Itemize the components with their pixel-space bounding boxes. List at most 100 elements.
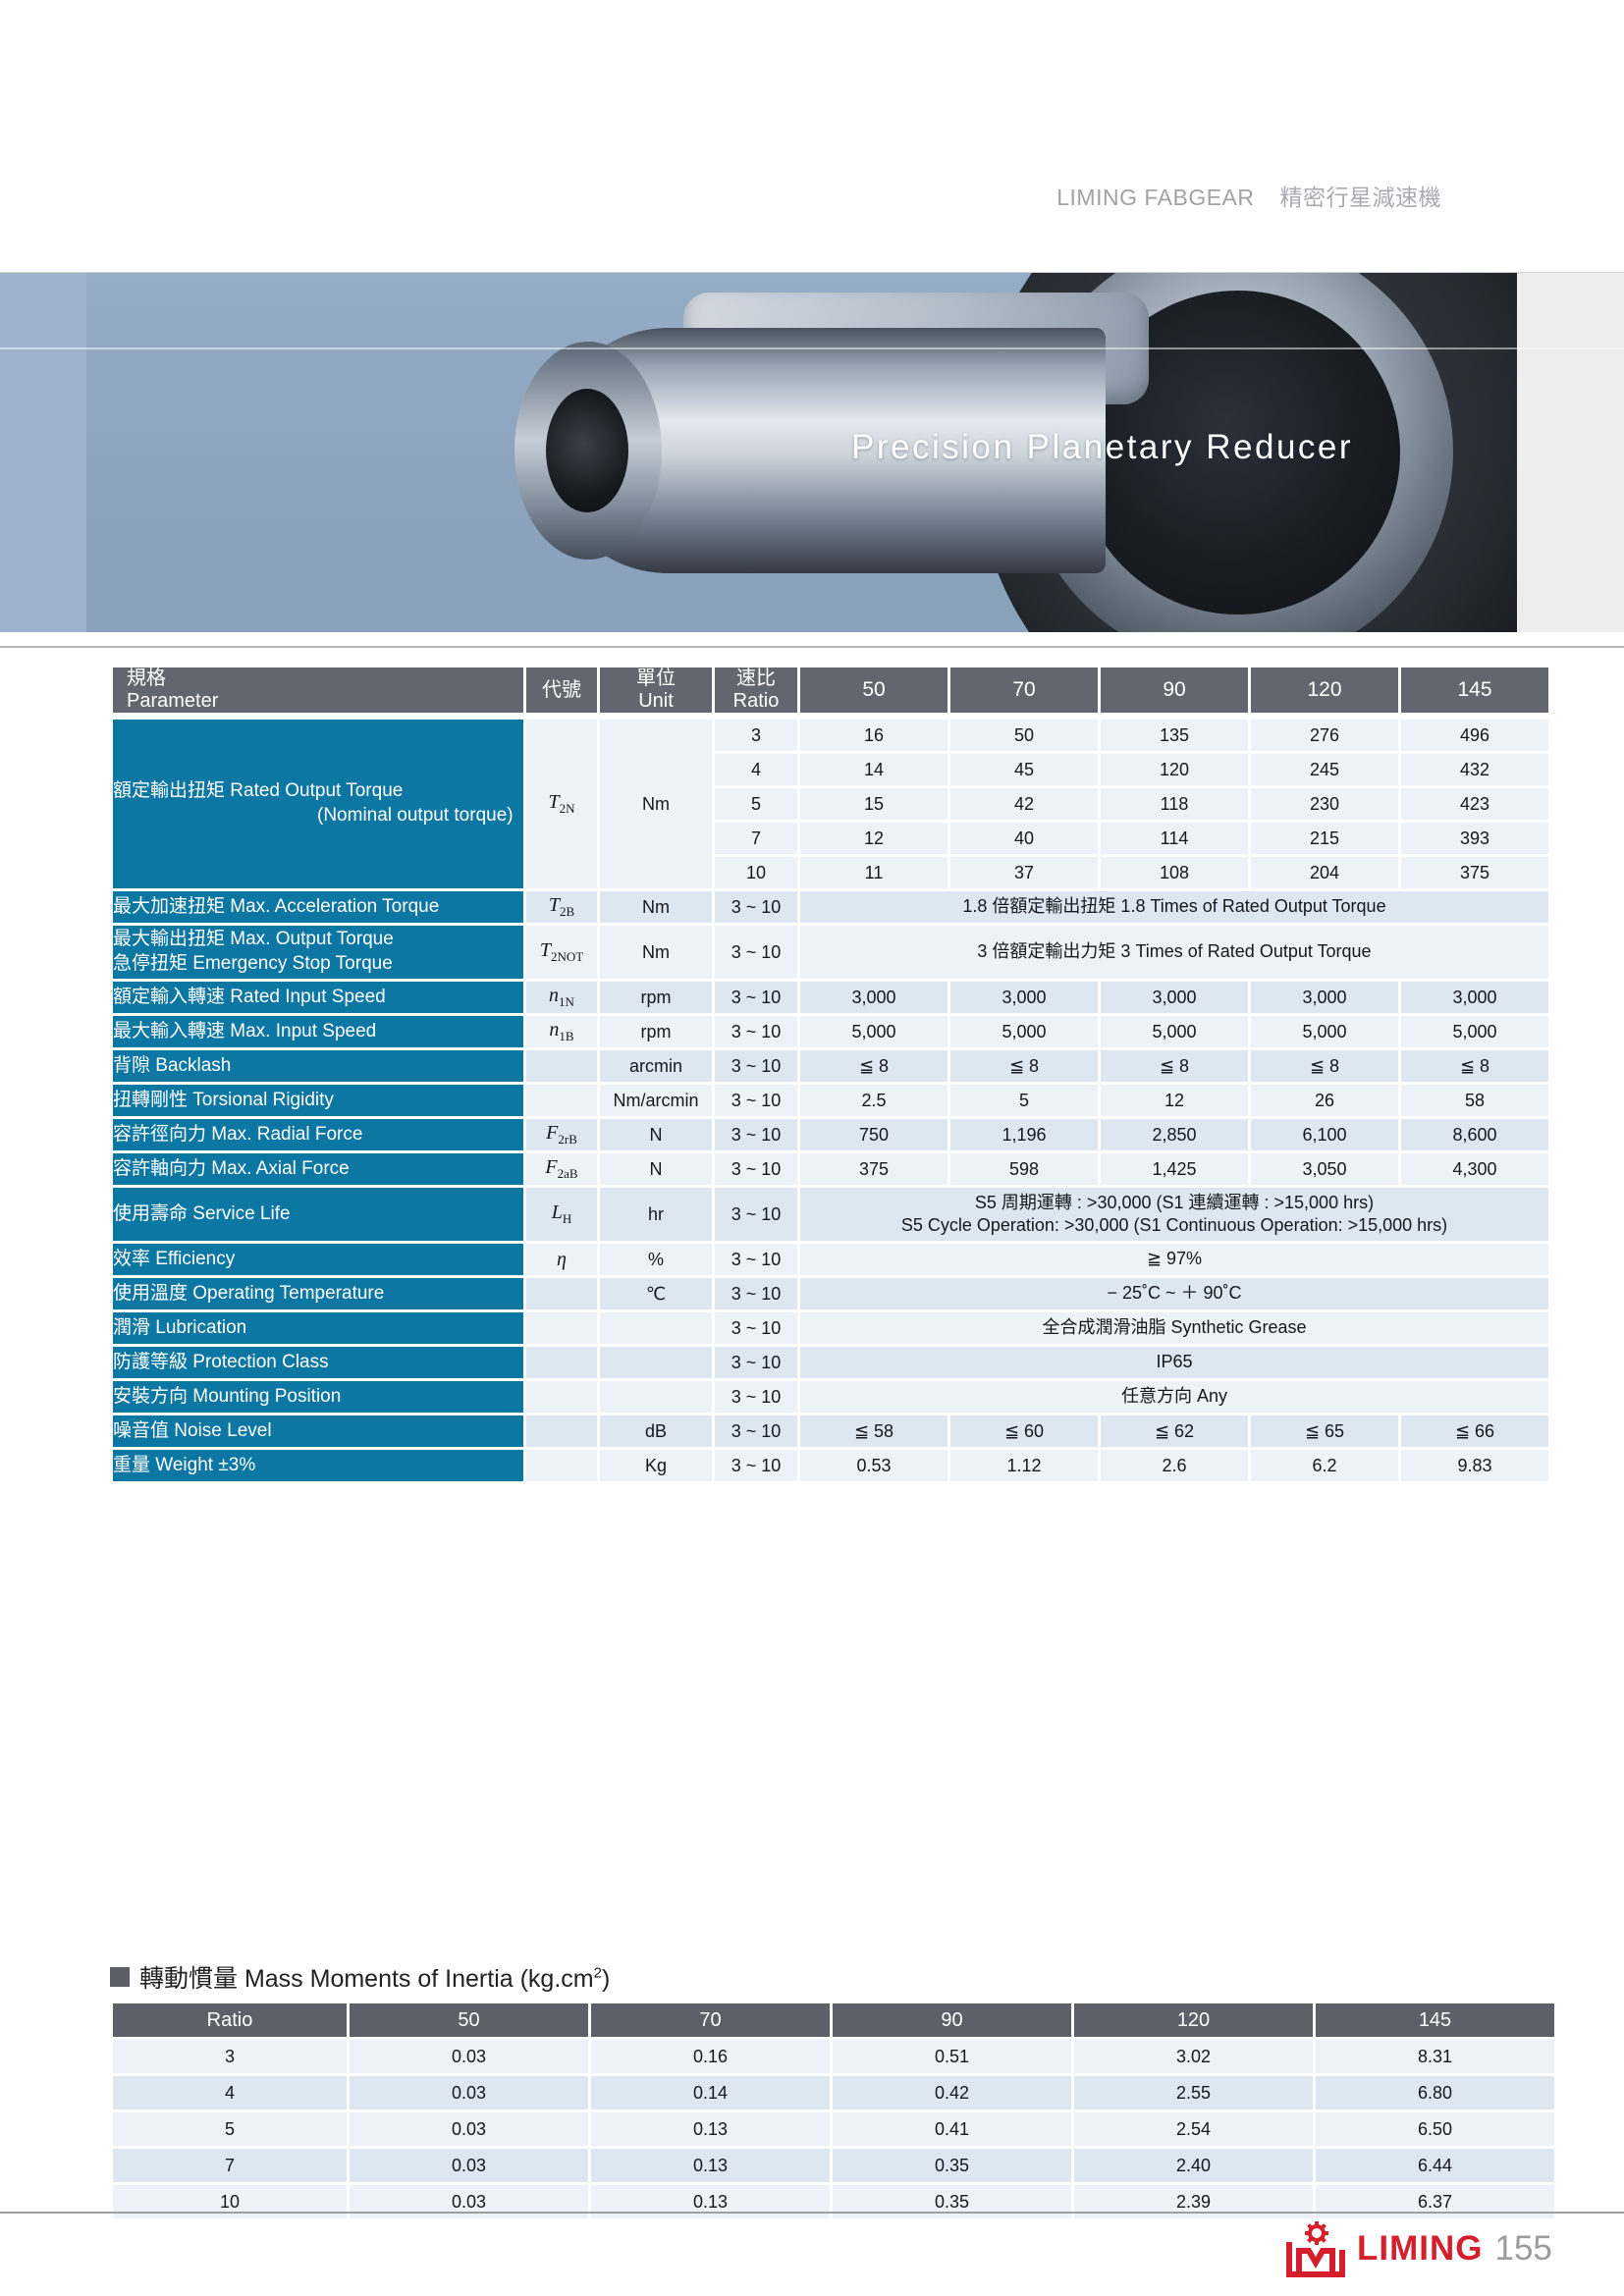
- parameter-label: 最大加速扭矩 Max. Acceleration Torque: [113, 891, 523, 923]
- symbol-cell: n1B: [526, 1016, 597, 1047]
- value-cell: 135: [1101, 720, 1248, 751]
- value-cell: 11: [800, 857, 947, 888]
- spec-row-weight: 重量 Weight ±3% Kg 3 ~ 10 0.53 1.12 2.6 6.2 9.83: [113, 1450, 1548, 1481]
- column-header-size-145: 145: [1401, 667, 1548, 717]
- parameter-label: 安裝方向 Mounting Position: [113, 1381, 523, 1413]
- value-cell: 5,000: [1251, 1016, 1398, 1047]
- inertia-table: Ratio 50 70 90 120 145 3 0.03 0.16 0.51 3.02 8.31 4…: [110, 2001, 1557, 2221]
- value-cell: 4,300: [1401, 1153, 1548, 1185]
- inertia-cell: 0.13: [591, 2112, 830, 2146]
- ratio-cell: 3 ~ 10: [715, 891, 797, 923]
- symbol-cell: F2aB: [526, 1153, 597, 1185]
- symbol-cell: T2N: [526, 720, 597, 888]
- parameter-label-line: 急停扭矩 Emergency Stop Torque: [113, 953, 393, 974]
- inertia-column-header: Ratio: [113, 2003, 347, 2037]
- value-cell: 6.2: [1251, 1450, 1398, 1481]
- value-cell: 37: [950, 857, 1098, 888]
- value-cell: 230: [1251, 788, 1398, 820]
- spec-row-rated-output-torque: 4 14 45 120 245 432: [113, 754, 1548, 785]
- value-span-cell: 3 倍額定輸出力矩 3 Times of Rated Output Torque: [800, 926, 1548, 979]
- inertia-cell: 6.44: [1316, 2149, 1554, 2182]
- ratio-cell: 7: [715, 823, 797, 854]
- spec-row-lubrication: 潤滑 Lubrication 3 ~ 10 全合成潤滑油脂 Synthetic Gr…: [113, 1312, 1548, 1344]
- value-cell: ≦ 65: [1251, 1415, 1398, 1447]
- inertia-row: 4 0.03 0.14 0.42 2.55 6.80: [113, 2076, 1554, 2109]
- parameter-label: 防護等級 Protection Class: [113, 1347, 523, 1378]
- brand-name: LIMING FABGEAR: [1056, 185, 1255, 210]
- value-cell: 598: [950, 1153, 1098, 1185]
- parameter-label: 使用壽命 Service Life: [113, 1188, 523, 1241]
- inertia-cell: 0.35: [833, 2149, 1071, 2182]
- parameter-label-line: 容許軸向力 Max. Axial Force: [113, 1157, 350, 1179]
- symbol-cell: [526, 1415, 597, 1447]
- header-unit-zh: 單位: [636, 667, 676, 689]
- spec-row-rated-output-torque: 5 15 42 118 230 423: [113, 788, 1548, 820]
- parameter-label-line: 防護等級 Protection Class: [113, 1351, 329, 1372]
- inertia-column-header: 50: [350, 2003, 588, 2037]
- symbol-cell: LH: [526, 1188, 597, 1241]
- ratio-cell: 3 ~ 10: [715, 1085, 797, 1116]
- spec-row-mounting-position: 安裝方向 Mounting Position 3 ~ 10 任意方向 Any: [113, 1381, 1548, 1413]
- ratio-cell: 5: [715, 788, 797, 820]
- value-cell: 40: [950, 823, 1098, 854]
- value-cell: 3,050: [1251, 1153, 1398, 1185]
- column-header-size-90: 90: [1101, 667, 1248, 717]
- parameter-label-line: 容許徑向力 Max. Radial Force: [113, 1123, 363, 1145]
- inertia-title-text: 轉動慣量 Mass Moments of Inertia (kg.cm2): [139, 1959, 610, 1995]
- value-cell: ≦ 62: [1101, 1415, 1248, 1447]
- inertia-cell: 0.03: [350, 2149, 588, 2182]
- brand-subtitle: 精密行星減速機: [1279, 185, 1441, 210]
- unit-cell: Nm: [600, 926, 712, 979]
- symbol-cell: η: [526, 1244, 597, 1275]
- parameter-label: 使用溫度 Operating Temperature: [113, 1278, 523, 1309]
- parameter-label-line: 重量 Weight ±3%: [113, 1454, 256, 1475]
- symbol-cell: [526, 1450, 597, 1481]
- value-cell: 3,000: [1101, 982, 1248, 1013]
- value-span-cell: S5 周期運轉 : >30,000 (S1 連續運轉 : >15,000 hrs…: [800, 1188, 1548, 1241]
- parameter-label: 最大輸出扭矩 Max. Output Torque 急停扭矩 Emergency …: [113, 926, 523, 979]
- value-cell: 3,000: [800, 982, 947, 1013]
- value-cell: 45: [950, 754, 1098, 785]
- value-span-cell: − 25˚C ~ ＋ 90˚C: [800, 1278, 1548, 1309]
- spec-row-rated-output-torque: 7 12 40 114 215 393: [113, 823, 1548, 854]
- parameter-label-line: (Nominal output torque): [317, 805, 514, 826]
- ratio-cell: 4: [715, 754, 797, 785]
- inertia-cell: 3: [113, 2040, 347, 2073]
- value-cell: 432: [1401, 754, 1548, 785]
- inertia-cell: 0.03: [350, 2040, 588, 2073]
- value-span-cell: ≧ 97%: [800, 1244, 1548, 1275]
- spec-row-torsional-rigidity: 扭轉剛性 Torsional Rigidity Nm/arcmin 3 ~ 10 2.…: [113, 1085, 1548, 1116]
- parameter-label-line: 安裝方向 Mounting Position: [113, 1385, 342, 1407]
- value-cell: ≦ 8: [950, 1050, 1098, 1082]
- parameter-label-line: 潤滑 Lubrication: [113, 1316, 247, 1338]
- ratio-cell: 3 ~ 10: [715, 1415, 797, 1447]
- inertia-cell: 0.03: [350, 2112, 588, 2146]
- value-span-cell: 1.8 倍額定輸出扭矩 1.8 Times of Rated Output To…: [800, 891, 1548, 923]
- value-cell: ≦ 8: [1101, 1050, 1248, 1082]
- parameter-label-line: 扭轉剛性 Torsional Rigidity: [113, 1089, 334, 1110]
- page-number: 155: [1494, 2229, 1552, 2268]
- value-cell: ≦ 8: [1401, 1050, 1548, 1082]
- value-cell: 375: [1401, 857, 1548, 888]
- unit-cell: Kg: [600, 1450, 712, 1481]
- ratio-cell: 3 ~ 10: [715, 1347, 797, 1378]
- column-header-size-120: 120: [1251, 667, 1398, 717]
- value-cell: 6,100: [1251, 1119, 1398, 1150]
- inertia-row: 7 0.03 0.13 0.35 2.40 6.44: [113, 2149, 1554, 2182]
- symbol-cell: T2B: [526, 891, 597, 923]
- symbol-cell: [526, 1312, 597, 1344]
- parameter-label: 扭轉剛性 Torsional Rigidity: [113, 1085, 523, 1116]
- hero-title: Precision Planetary Reducer: [851, 428, 1354, 466]
- inertia-cell: 5: [113, 2112, 347, 2146]
- value-cell: 5,000: [800, 1016, 947, 1047]
- inertia-cell: 4: [113, 2076, 347, 2109]
- unit-cell: rpm: [600, 982, 712, 1013]
- value-cell: 2,850: [1101, 1119, 1248, 1150]
- parameter-label-line: 效率 Efficiency: [113, 1248, 236, 1269]
- ratio-cell: 3 ~ 10: [715, 1381, 797, 1413]
- value-cell: 3,000: [950, 982, 1098, 1013]
- value-cell: 3,000: [1251, 982, 1398, 1013]
- spec-row-max-output-emergency-stop-torque: 最大輸出扭矩 Max. Output Torque 急停扭矩 Emergency …: [113, 926, 1548, 979]
- value-cell: ≦ 66: [1401, 1415, 1548, 1447]
